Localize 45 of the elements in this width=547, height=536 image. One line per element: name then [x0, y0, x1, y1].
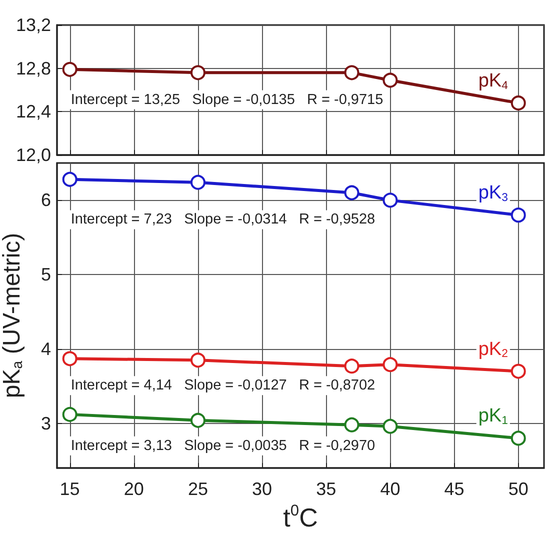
- y-tick-label: 12,4: [16, 102, 51, 122]
- y-tick-label: 5: [40, 264, 51, 285]
- annotation: Intercept = 3,13 Slope = -0,0035 R = -0,2970: [70, 438, 376, 454]
- point: [510, 364, 526, 379]
- series-label: pK3: [478, 182, 508, 204]
- point: [190, 412, 206, 428]
- point: [62, 351, 78, 366]
- x-tick-label: 40: [380, 479, 400, 499]
- point: [382, 418, 398, 434]
- series-label: pK1: [478, 406, 508, 427]
- point: [344, 358, 360, 374]
- x-tick-label: 35: [316, 479, 336, 499]
- point: [510, 96, 526, 110]
- y-tick-label: 12,8: [16, 58, 51, 78]
- point: [382, 72, 398, 88]
- annotation: Intercept = 13,25 Slope = -0,0135 R = -0,9715: [70, 92, 384, 108]
- point: [190, 352, 206, 368]
- point: [382, 192, 398, 208]
- x-tick-label: 15: [60, 479, 80, 499]
- point: [190, 65, 206, 80]
- x-tick-label: 20: [124, 479, 144, 499]
- point: [382, 357, 398, 372]
- point: [62, 406, 78, 422]
- y-axis-title: pKa (UV-metric): [0, 232, 26, 398]
- series-label: pK2: [478, 338, 508, 360]
- point: [62, 172, 78, 187]
- point: [344, 65, 360, 80]
- point: [62, 62, 78, 77]
- x-tick-label: 45: [444, 479, 464, 499]
- y-tick-label: 12,0: [16, 145, 51, 165]
- point: [344, 185, 360, 200]
- y-tick-label: 3: [40, 413, 51, 434]
- series-label: pK4: [478, 70, 508, 92]
- point: [344, 417, 360, 432]
- point: [190, 174, 206, 190]
- annotation: Intercept = 4,14 Slope = -0,0127 R = -0,8702: [70, 378, 376, 394]
- point: [510, 430, 526, 446]
- annotation: Intercept = 7,23 Slope = -0,0314 R = -0,9528: [70, 212, 376, 228]
- y-tick-label: 6: [40, 190, 51, 210]
- x-tick-label: 50: [508, 479, 528, 499]
- point: [510, 208, 526, 223]
- x-tick-label: 30: [252, 479, 272, 499]
- y-tick-label: 13,2: [16, 15, 51, 35]
- x-tick-label: 25: [188, 479, 208, 499]
- y-tick-label: 4: [40, 338, 51, 359]
